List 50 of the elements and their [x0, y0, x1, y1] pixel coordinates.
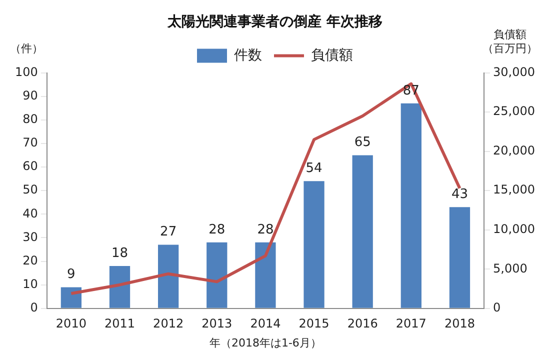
y2-axis-title: 負債額（百万円）	[482, 28, 538, 56]
data-label: 65	[354, 135, 371, 150]
data-label: 18	[111, 246, 128, 261]
data-label: 27	[160, 224, 177, 240]
bar	[255, 242, 276, 308]
bar	[449, 207, 470, 308]
x-axis-title: 年（2018年は1-6月）	[209, 336, 322, 350]
x-tick-label: 2015	[298, 316, 330, 331]
x-tick-label: 2016	[347, 316, 378, 331]
x-tick-label: 2013	[202, 316, 232, 331]
chart-title: 太陽光関連事業者の倒産 年次推移	[166, 13, 382, 30]
y-tick-label: 20	[22, 253, 38, 268]
bar	[158, 244, 179, 308]
x-tick-label: 2011	[104, 316, 136, 331]
data-label: 28	[208, 222, 226, 238]
y2-tick-label: 10,000	[493, 222, 536, 236]
y-tick-label: 50	[22, 182, 38, 197]
y2-tick-label: 30,000	[493, 64, 536, 79]
bar	[304, 181, 324, 308]
y-tick-label: 60	[22, 159, 38, 174]
y-tick-label: 70	[22, 136, 38, 150]
bar	[400, 103, 422, 308]
legend-label: 件数	[234, 47, 262, 64]
y2-tick-label: 15,000	[493, 182, 536, 197]
bar	[206, 242, 228, 308]
y2-tick-label: 25,000	[493, 104, 536, 118]
y-tick-label: 30	[22, 230, 38, 244]
x-tick-label: 2014	[250, 316, 281, 331]
x-tick-label: 2010	[56, 316, 86, 331]
data-label: 28	[257, 222, 274, 238]
bar	[352, 155, 373, 308]
y2-tick-label: 20,000	[493, 143, 536, 158]
y-axis-title: （件）	[10, 42, 43, 56]
y2-tick-label: 0	[493, 300, 501, 315]
y-tick-label: 90	[22, 88, 38, 102]
bar	[60, 287, 82, 308]
y-tick-label: 100	[15, 64, 38, 79]
x-tick-label: 2012	[153, 316, 184, 331]
x-tick-label: 2018	[444, 316, 475, 331]
y-tick-label: 0	[30, 300, 38, 315]
y2-tick-label: 5,000	[493, 261, 528, 276]
bar	[109, 266, 130, 308]
y-tick-label: 10	[22, 276, 38, 291]
x-tick-label: 2017	[396, 316, 426, 331]
data-label: 9	[67, 267, 76, 282]
data-label: 43	[451, 186, 468, 202]
data-label: 54	[306, 161, 322, 176]
y-tick-label: 80	[22, 112, 38, 126]
y-tick-label: 40	[22, 206, 38, 220]
legend-label: 負債額	[311, 47, 353, 64]
